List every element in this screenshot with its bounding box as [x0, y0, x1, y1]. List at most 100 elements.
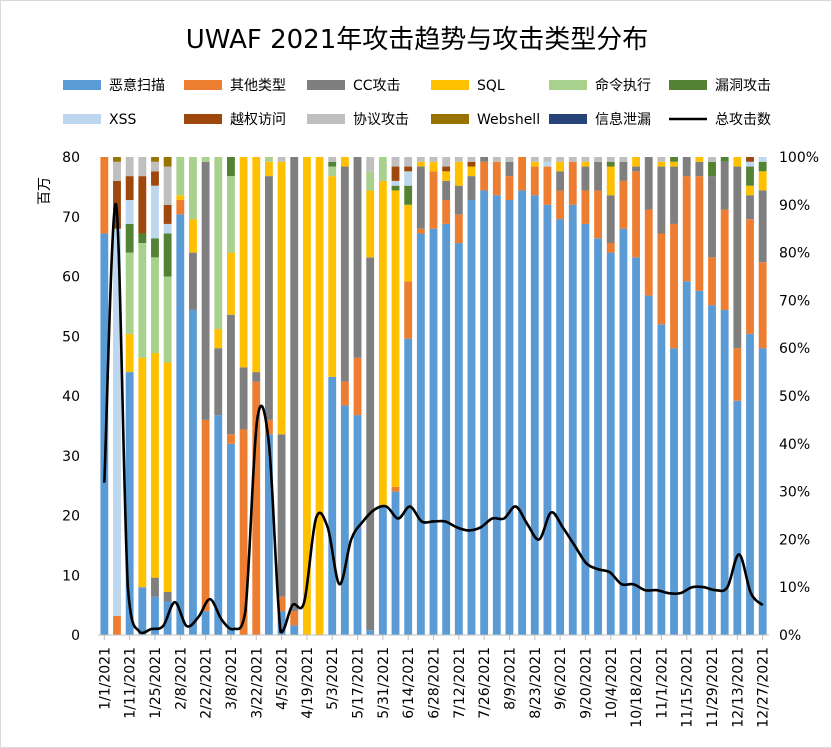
legend-swatch	[184, 114, 222, 124]
bar-segment	[746, 219, 754, 334]
bar-segment	[733, 400, 742, 635]
bar-segment	[530, 166, 539, 196]
bar-segment	[467, 176, 476, 201]
bar-segment	[733, 157, 742, 167]
bar-segment	[467, 161, 476, 167]
y-left-tick-label: 0	[71, 628, 80, 644]
legend-label: SQL	[477, 78, 505, 94]
bar-segment	[543, 166, 552, 205]
bar-segment	[366, 190, 375, 258]
bar-segment	[353, 415, 362, 635]
bar-segment	[227, 314, 235, 435]
bar-segment	[125, 223, 134, 253]
bar-segment	[151, 185, 159, 239]
bar-segment	[632, 166, 640, 172]
legend-label: 其他类型	[230, 78, 286, 94]
bar-segment	[632, 157, 640, 167]
chart-title: UWAF 2021年攻击趋势与攻击类型分布	[185, 25, 649, 55]
y-right-tick-label: 20%	[779, 532, 810, 548]
bar-segment	[530, 157, 539, 162]
bar-segment	[252, 372, 261, 382]
y-left-tick-label: 70	[62, 210, 80, 226]
bar-segment	[176, 200, 185, 215]
x-tick-label: 1/11/2021	[123, 647, 139, 719]
bar-segment	[138, 157, 147, 177]
bar-segment	[556, 161, 565, 172]
bar-segment	[708, 176, 716, 258]
legend-swatch	[549, 80, 587, 90]
bar-segment	[163, 276, 172, 363]
bar-segment	[138, 587, 147, 635]
bar-segment	[290, 611, 299, 626]
x-tick-label: 9/6/2021	[553, 647, 569, 710]
bar-segment	[151, 352, 159, 578]
legend-swatch	[669, 80, 707, 90]
bar-segment	[328, 157, 337, 162]
legend-label: 命令执行	[595, 77, 651, 94]
x-tick-label: 11/1/2021	[654, 647, 670, 719]
bar-segment	[290, 625, 299, 635]
bar-segment	[758, 157, 767, 162]
bar-segment	[416, 228, 425, 234]
y-right-tick-label: 60%	[779, 341, 810, 357]
bar-segment	[670, 348, 678, 635]
x-tick-label: 10/18/2021	[629, 647, 645, 728]
bar-segment	[125, 333, 134, 373]
bar-segment	[733, 348, 742, 401]
bar-segment	[568, 157, 577, 162]
x-tick-label: 4/5/2021	[275, 647, 291, 710]
legend-swatch	[63, 114, 101, 124]
bar-segment	[404, 281, 413, 339]
bar-segment	[277, 596, 286, 612]
y-right-tick-label: 50%	[779, 389, 810, 405]
y-left-axis-label: 百万	[37, 177, 53, 205]
bar-segment	[568, 161, 577, 205]
bar-segment	[606, 157, 615, 162]
bar-segment	[644, 295, 653, 635]
bar-segment	[189, 219, 197, 253]
bar-segment	[492, 161, 501, 196]
legend: 恶意扫描 其他类型 CC攻击 SQL 命令执行 漏洞攻击 XSS 越权访问 协议攻击 Webshe…	[63, 77, 771, 128]
bar-segment	[189, 157, 197, 220]
bar-segment	[227, 443, 235, 635]
bar-segment	[391, 190, 400, 487]
y-left-tick-label: 60	[62, 270, 80, 286]
bar-segment	[264, 176, 273, 420]
bar-segment	[353, 357, 362, 416]
bar-segment	[442, 200, 451, 224]
bar-segment	[416, 166, 425, 229]
bar-segment	[125, 372, 134, 635]
bar-segment	[416, 161, 425, 167]
bar-segment	[328, 376, 337, 635]
legend-swatch	[431, 114, 469, 124]
bar-segment	[151, 577, 159, 597]
bar-segment	[214, 329, 223, 349]
bar-segment	[606, 243, 615, 253]
legend-label: 总攻击数	[715, 112, 771, 128]
bar-segment	[366, 171, 375, 191]
x-tick-label: 5/31/2021	[376, 647, 392, 719]
bar-segment	[366, 630, 375, 635]
bar-segment	[366, 257, 375, 631]
bar-segment	[227, 252, 235, 315]
bar-segment	[442, 157, 451, 167]
bar-segment	[695, 290, 704, 635]
x-tick-label: 5/17/2021	[351, 647, 367, 719]
bar-segment	[530, 161, 539, 167]
bar-segment	[391, 486, 400, 492]
x-tick-label: 12/27/2021	[756, 647, 772, 728]
legend-swatch	[431, 80, 469, 90]
bar-segment	[138, 176, 147, 234]
x-tick-label: 4/19/2021	[300, 647, 316, 719]
legend-swatch	[184, 80, 222, 90]
bar-segment	[328, 176, 337, 377]
bar-segment	[163, 223, 172, 234]
legend-label: 恶意扫描	[109, 77, 165, 94]
bar-segment	[328, 161, 337, 167]
bar-segment	[277, 161, 286, 435]
bar-segment	[695, 161, 704, 177]
bar-segment	[125, 252, 134, 334]
bar-segment	[594, 157, 603, 162]
